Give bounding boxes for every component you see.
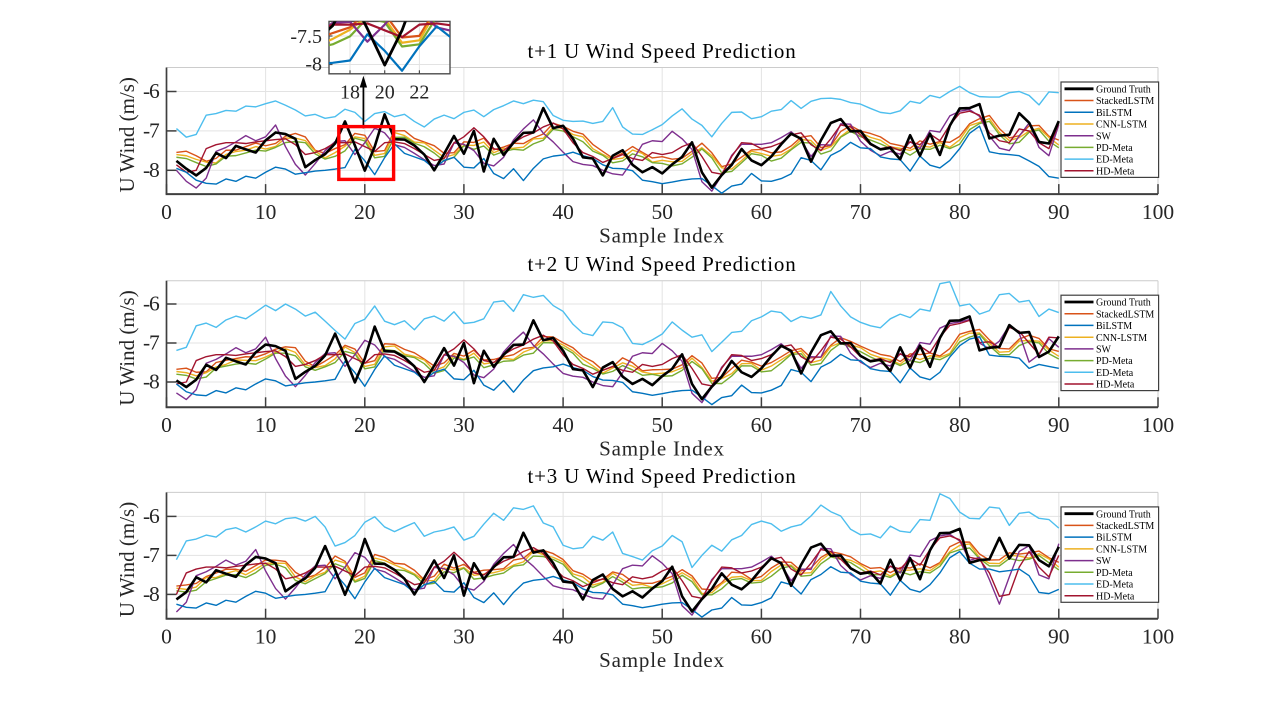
svg-text:StackedLSTM: StackedLSTM — [1096, 521, 1154, 532]
svg-text:Ground Truth: Ground Truth — [1096, 84, 1151, 95]
svg-text:18: 18 — [340, 82, 360, 104]
svg-text:80: 80 — [949, 625, 971, 649]
svg-text:50: 50 — [651, 200, 673, 224]
svg-text:-7: -7 — [143, 119, 160, 143]
svg-text:80: 80 — [949, 413, 971, 437]
svg-text:PD-Meta: PD-Meta — [1096, 356, 1133, 367]
svg-text:SW: SW — [1096, 131, 1112, 142]
svg-text:-6: -6 — [143, 504, 160, 528]
svg-text:0: 0 — [161, 413, 172, 437]
svg-text:-8: -8 — [305, 54, 322, 76]
svg-text:-7: -7 — [143, 543, 160, 567]
svg-text:HD-Meta: HD-Meta — [1096, 166, 1135, 177]
svg-text:-8: -8 — [143, 582, 159, 606]
svg-text:StackedLSTM: StackedLSTM — [1096, 96, 1154, 107]
svg-text:Sample Index: Sample Index — [599, 648, 725, 672]
svg-text:60: 60 — [751, 625, 773, 649]
svg-text:PD-Meta: PD-Meta — [1096, 143, 1133, 154]
svg-text:90: 90 — [1048, 200, 1070, 224]
svg-text:U Wind (m/s): U Wind (m/s) — [115, 290, 139, 405]
svg-text:HD-Meta: HD-Meta — [1096, 380, 1135, 391]
svg-text:70: 70 — [850, 413, 872, 437]
svg-text:20: 20 — [354, 413, 376, 437]
svg-text:70: 70 — [850, 200, 872, 224]
svg-text:30: 30 — [453, 625, 475, 649]
svg-text:0: 0 — [161, 625, 172, 649]
svg-text:-8: -8 — [143, 158, 159, 182]
svg-text:t+1 U Wind Speed Prediction: t+1 U Wind Speed Prediction — [527, 39, 796, 63]
svg-text:70: 70 — [850, 625, 872, 649]
svg-text:22: 22 — [409, 82, 429, 104]
svg-text:90: 90 — [1048, 413, 1070, 437]
svg-text:10: 10 — [255, 200, 277, 224]
svg-text:Ground Truth: Ground Truth — [1096, 509, 1151, 520]
svg-text:-6: -6 — [143, 292, 160, 316]
svg-text:-8: -8 — [143, 370, 159, 394]
svg-text:SW: SW — [1096, 345, 1112, 356]
svg-text:80: 80 — [949, 200, 971, 224]
svg-text:100: 100 — [1142, 413, 1174, 437]
svg-text:30: 30 — [453, 413, 475, 437]
svg-text:CNN-LSTM: CNN-LSTM — [1096, 120, 1147, 131]
svg-text:CNN-LSTM: CNN-LSTM — [1096, 333, 1147, 344]
svg-text:50: 50 — [651, 625, 673, 649]
svg-text:PD-Meta: PD-Meta — [1096, 568, 1133, 579]
svg-text:BiLSTM: BiLSTM — [1096, 321, 1132, 332]
svg-text:Sample Index: Sample Index — [599, 437, 725, 461]
svg-text:40: 40 — [552, 200, 574, 224]
svg-text:10: 10 — [255, 625, 277, 649]
svg-text:60: 60 — [751, 413, 773, 437]
svg-text:100: 100 — [1142, 625, 1174, 649]
svg-text:10: 10 — [255, 413, 277, 437]
svg-text:U Wind (m/s): U Wind (m/s) — [115, 502, 139, 617]
svg-text:-7: -7 — [143, 331, 160, 355]
svg-text:HD-Meta: HD-Meta — [1096, 591, 1135, 602]
svg-text:60: 60 — [751, 200, 773, 224]
svg-text:CNN-LSTM: CNN-LSTM — [1096, 545, 1147, 556]
svg-text:SW: SW — [1096, 556, 1112, 567]
svg-text:40: 40 — [552, 413, 574, 437]
svg-text:100: 100 — [1142, 200, 1174, 224]
svg-text:20: 20 — [375, 82, 395, 104]
svg-text:ED-Meta: ED-Meta — [1096, 580, 1134, 591]
svg-text:BiLSTM: BiLSTM — [1096, 108, 1132, 119]
svg-text:50: 50 — [651, 413, 673, 437]
svg-text:ED-Meta: ED-Meta — [1096, 368, 1134, 379]
svg-text:Ground Truth: Ground Truth — [1096, 298, 1151, 309]
svg-text:BiLSTM: BiLSTM — [1096, 533, 1132, 544]
svg-text:t+2 U Wind Speed Prediction: t+2 U Wind Speed Prediction — [527, 252, 796, 276]
svg-text:40: 40 — [552, 625, 574, 649]
svg-text:20: 20 — [354, 200, 376, 224]
svg-text:30: 30 — [453, 200, 475, 224]
svg-text:-7.5: -7.5 — [290, 26, 322, 48]
svg-text:90: 90 — [1048, 625, 1070, 649]
svg-text:ED-Meta: ED-Meta — [1096, 155, 1134, 166]
svg-text:StackedLSTM: StackedLSTM — [1096, 309, 1154, 320]
svg-text:Sample Index: Sample Index — [599, 223, 725, 247]
svg-text:0: 0 — [161, 200, 172, 224]
svg-text:U Wind (m/s): U Wind (m/s) — [115, 77, 139, 192]
svg-text:20: 20 — [354, 625, 376, 649]
svg-text:-6: -6 — [143, 79, 160, 103]
svg-text:t+3 U Wind Speed Prediction: t+3 U Wind Speed Prediction — [527, 464, 796, 488]
